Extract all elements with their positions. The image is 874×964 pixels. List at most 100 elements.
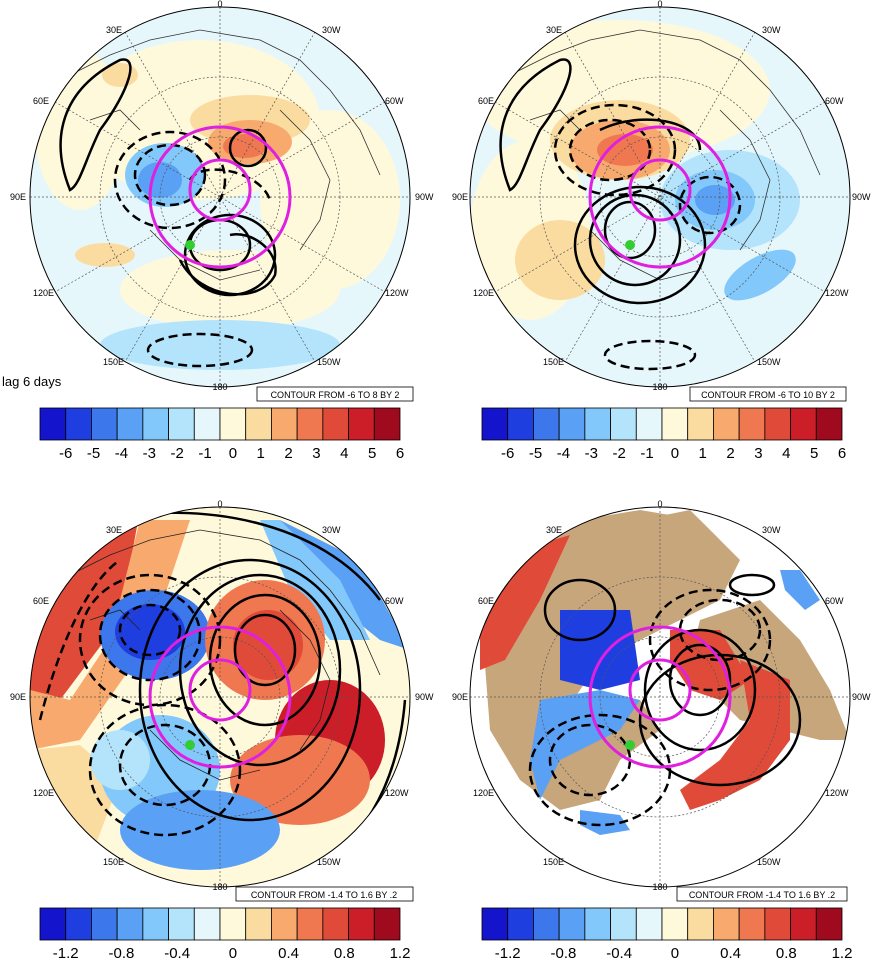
colorbar-swatch bbox=[584, 407, 611, 441]
colorbar-swatch bbox=[193, 907, 221, 941]
contour-note-box bbox=[256, 386, 414, 402]
colorbar-bottom-right: -1.2 -0.8 -0.4 0 0.4 0.8 1.2 bbox=[481, 907, 853, 962]
lon-label-120w: 120W bbox=[825, 288, 849, 298]
lon-label-150w: 150W bbox=[757, 857, 781, 867]
longitude-labels: 0 30W 60W 90W 120W 150W 180 150E 120E 90… bbox=[10, 0, 434, 392]
panel-bottom-right: 0 30W 60W 90W 120W 150W 180 150E 120E 90… bbox=[452, 499, 871, 962]
shade-deep-blue bbox=[115, 604, 185, 660]
lon-label-150e: 150E bbox=[103, 857, 124, 867]
colorbar-tick-label: 1.2 bbox=[832, 945, 853, 962]
colorbar-swatch bbox=[39, 907, 67, 941]
lon-label-60e: 60E bbox=[33, 96, 49, 106]
colorbar-swatch bbox=[245, 407, 272, 441]
colorbar-tick-label: 3 bbox=[312, 445, 320, 462]
lon-label-90w: 90W bbox=[415, 692, 434, 702]
lon-label-0: 0 bbox=[657, 0, 662, 9]
colorbar-tick-label: 0.4 bbox=[720, 945, 741, 962]
lon-label-60w: 60W bbox=[385, 596, 404, 606]
colorbar-tick-label: -1 bbox=[640, 445, 653, 462]
lon-label-90w: 90W bbox=[852, 692, 871, 702]
lon-label-150w: 150W bbox=[317, 357, 341, 367]
colorbar-tick-label: 1.2 bbox=[390, 945, 411, 962]
colorbar-swatch bbox=[738, 907, 766, 941]
colorbar-tick-label: 0.8 bbox=[776, 945, 797, 962]
colorbar-swatch bbox=[790, 907, 817, 941]
shade-light-blue bbox=[724, 249, 796, 301]
coastlines bbox=[499, 29, 821, 281]
graticule bbox=[30, 7, 410, 387]
lon-label-120e: 120E bbox=[33, 288, 54, 298]
colorbar-top-right: -6 -5 -4 -3 -2 -1 0 1 2 3 4 5 6 bbox=[481, 407, 846, 462]
colorbar-swatch bbox=[296, 907, 324, 941]
shade-orange-west bbox=[30, 520, 190, 750]
lon-label-90w: 90W bbox=[415, 192, 434, 202]
map-top-left bbox=[30, 7, 410, 387]
shade-blue-center bbox=[560, 610, 640, 690]
colorbar-swatch bbox=[168, 407, 195, 441]
colorbar-swatch bbox=[322, 907, 349, 941]
lon-label-120w: 120W bbox=[825, 788, 849, 798]
map-border bbox=[29, 6, 411, 388]
lon-label-90e: 90E bbox=[10, 192, 26, 202]
lon-label-30e: 30E bbox=[546, 525, 562, 535]
map-bottom-right bbox=[470, 507, 850, 887]
colorbar-swatch bbox=[271, 407, 298, 441]
colorbar-swatch bbox=[687, 407, 714, 441]
colorbar-tick-label: -6 bbox=[59, 445, 72, 462]
lon-label-120w: 120W bbox=[385, 288, 409, 298]
marker-point bbox=[185, 740, 195, 750]
land-greenland bbox=[640, 510, 720, 590]
graticule bbox=[470, 507, 850, 887]
map-bottom-left bbox=[30, 507, 410, 887]
lon-label-0: 0 bbox=[657, 499, 662, 509]
coastlines bbox=[59, 529, 381, 781]
colorbar-swatch bbox=[815, 407, 843, 441]
colorbar-swatch bbox=[65, 407, 92, 441]
lon-label-120e: 120E bbox=[33, 788, 54, 798]
shade-blue-patch bbox=[780, 570, 820, 610]
contours-solid bbox=[59, 58, 277, 297]
colorbar-tick-label: 4 bbox=[782, 445, 790, 462]
shade-light-orange bbox=[75, 243, 135, 267]
colorbar-swatch bbox=[687, 907, 714, 941]
colorbar-swatch bbox=[558, 907, 586, 941]
colorbar-swatch bbox=[116, 907, 144, 941]
colorbar-swatch bbox=[635, 407, 663, 441]
lon-label-150e: 150E bbox=[103, 357, 124, 367]
magenta-circles bbox=[148, 125, 292, 269]
colorbar-tick-label: -6 bbox=[501, 445, 514, 462]
lon-label-150e: 150E bbox=[543, 357, 564, 367]
lon-label-90e: 90E bbox=[452, 692, 468, 702]
shade-red-west bbox=[480, 535, 570, 670]
panel-top-left: 0 30W 60W 90W 120W 150W 180 150E 120E 90… bbox=[2, 0, 434, 462]
figure-label: lag 6 days bbox=[2, 374, 62, 389]
shade-light-blue-center bbox=[530, 690, 640, 800]
colorbar-swatch bbox=[168, 907, 195, 941]
colorbar-tick-label: -4 bbox=[557, 445, 570, 462]
lon-label-60e: 60E bbox=[478, 96, 494, 106]
shade-pale-cyan-south bbox=[90, 730, 150, 790]
contours-dashed bbox=[553, 103, 742, 371]
lon-label-0: 0 bbox=[217, 499, 222, 509]
shade-red bbox=[223, 134, 267, 158]
map-border bbox=[29, 506, 411, 888]
colorbar-swatch bbox=[764, 407, 791, 441]
lon-label-30e: 30E bbox=[546, 25, 562, 35]
colorbar-tick-label: 0 bbox=[671, 945, 679, 962]
shade-pale-yellow bbox=[120, 250, 340, 330]
colorbar-tick-label: 0.8 bbox=[334, 945, 355, 962]
colorbar-swatch bbox=[245, 907, 272, 941]
colorbar-swatch bbox=[790, 407, 817, 441]
magenta-circles bbox=[588, 625, 732, 769]
colorbar-swatch bbox=[558, 407, 586, 441]
lon-label-90e: 90E bbox=[452, 192, 468, 202]
contour-note-box bbox=[689, 386, 847, 402]
lon-label-180: 180 bbox=[212, 882, 227, 892]
contour-note: CONTOUR FROM -1.4 TO 1.6 BY .2 bbox=[689, 890, 835, 900]
panel-bottom-left: 0 30W 60W 90W 120W 150W 180 150E 120E 90… bbox=[10, 499, 434, 962]
colorbar-swatch bbox=[91, 407, 118, 441]
lon-label-180: 180 bbox=[652, 882, 667, 892]
map-top-right bbox=[470, 7, 850, 387]
lon-label-60w: 60W bbox=[385, 96, 404, 106]
map-border bbox=[469, 6, 851, 388]
